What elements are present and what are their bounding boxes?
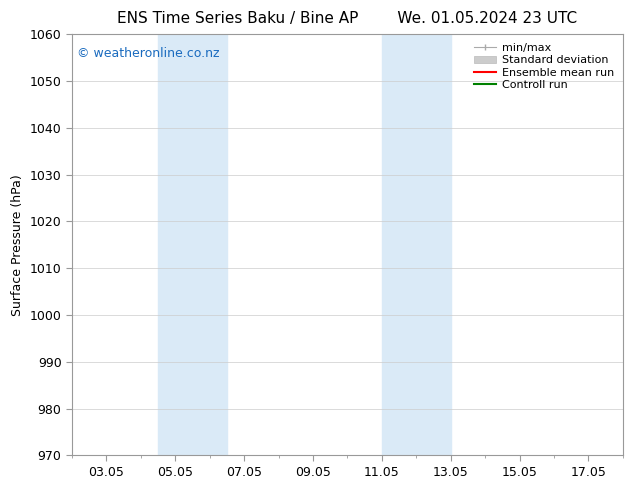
Bar	[382, 34, 451, 456]
Bar	[158, 34, 227, 456]
Title: ENS Time Series Baku / Bine AP        We. 01.05.2024 23 UTC: ENS Time Series Baku / Bine AP We. 01.05…	[117, 11, 578, 26]
Text: © weatheronline.co.nz: © weatheronline.co.nz	[77, 47, 220, 60]
Y-axis label: Surface Pressure (hPa): Surface Pressure (hPa)	[11, 174, 24, 316]
Legend: min/max, Standard deviation, Ensemble mean run, Controll run: min/max, Standard deviation, Ensemble me…	[470, 40, 618, 93]
